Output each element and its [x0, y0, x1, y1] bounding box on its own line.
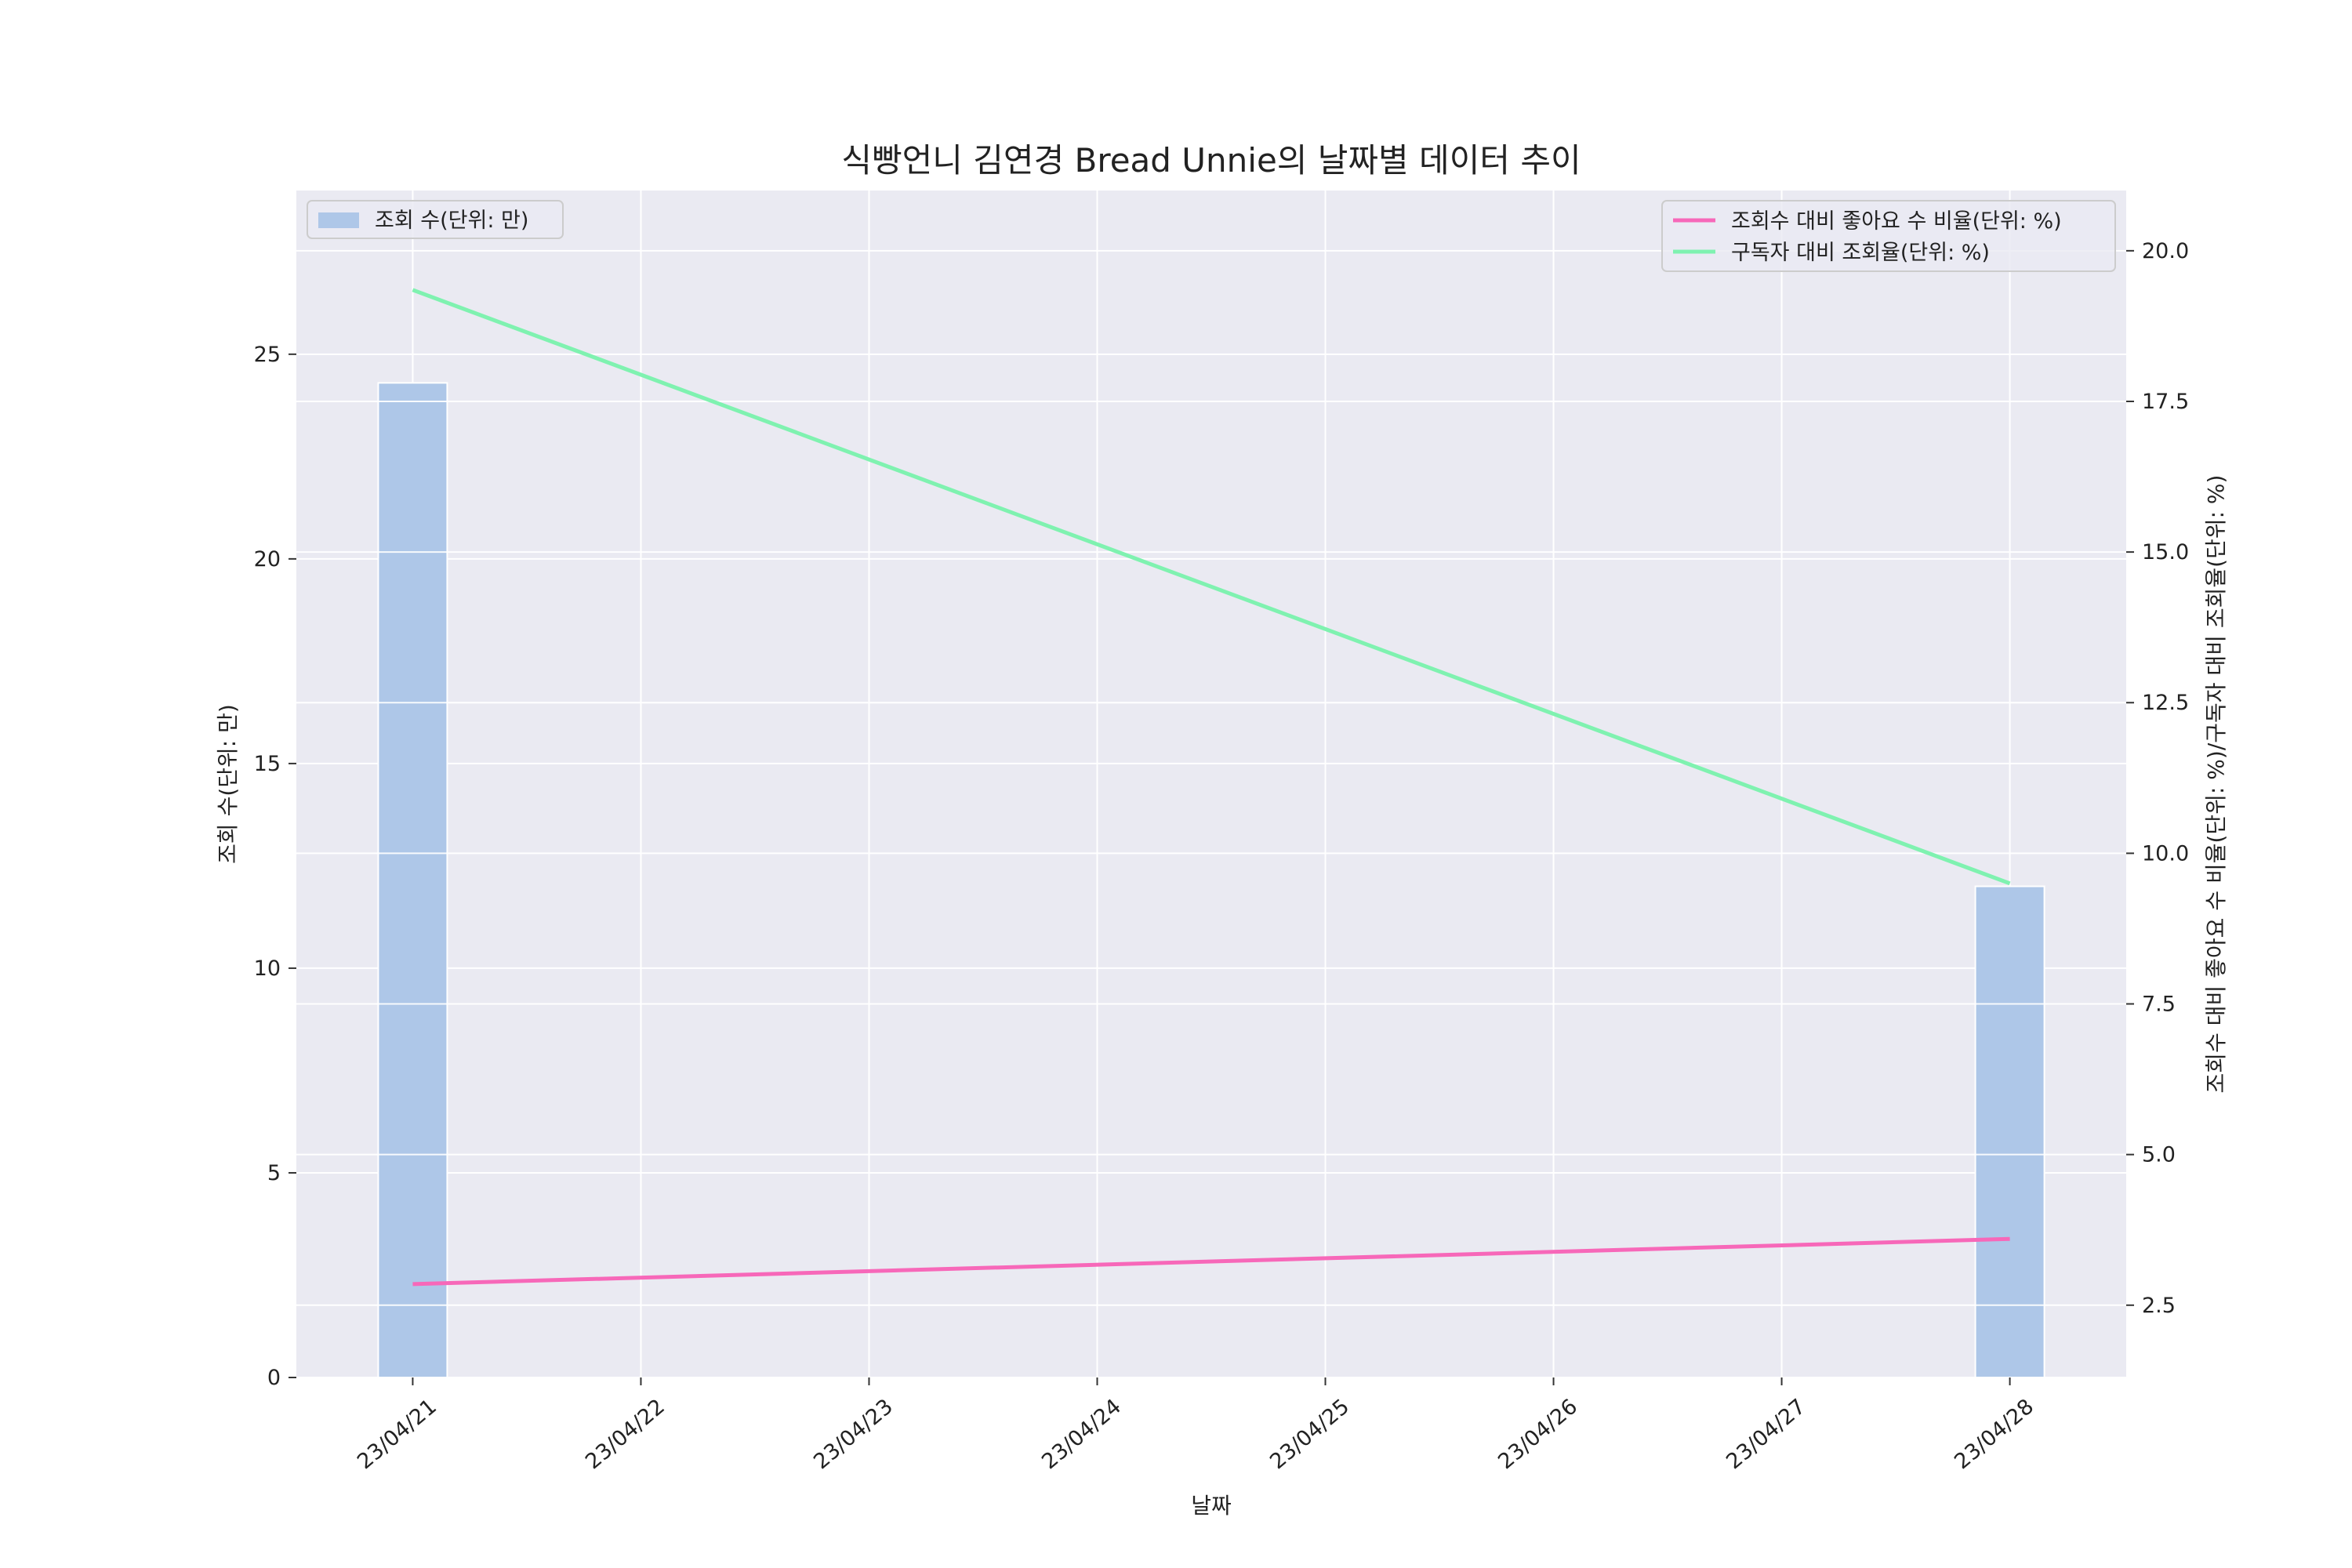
bar-series — [377, 382, 2045, 1378]
x-axis-label: 날짜 — [1191, 1493, 1232, 1519]
line-view-rate — [412, 288, 2011, 886]
bar-views — [1974, 885, 2045, 1378]
line-like-ratio — [412, 1236, 2010, 1287]
y-axis-left-label: 조회 수(단위: 만) — [215, 704, 241, 864]
y-right-tick-label: 15.0 — [2142, 540, 2189, 564]
grid — [296, 191, 2126, 1378]
bar-views — [377, 382, 448, 1378]
y-right-tick-label: 12.5 — [2142, 691, 2189, 715]
y-right-tick-label: 17.5 — [2142, 390, 2189, 414]
legend-label-views: 조회 수(단위: 만) — [375, 209, 528, 233]
legend-lines: 조회수 대비 좋아요 수 비율(단위: %) 구독자 대비 조회율(단위: %) — [1661, 200, 2116, 272]
y-right-tick-label: 7.5 — [2142, 993, 2176, 1017]
y-left-tick-label: 20 — [254, 547, 281, 572]
legend-label-like-ratio: 조회수 대비 좋아요 수 비율(단위: %) — [1731, 209, 2062, 234]
y-right-tick-label: 20.0 — [2142, 239, 2189, 263]
line-series — [412, 288, 2011, 1287]
y-left-tick-label: 15 — [254, 752, 281, 776]
y-left-tick-label: 10 — [254, 956, 281, 981]
legend-box — [307, 200, 564, 239]
legend-swatch-views — [318, 212, 359, 228]
legend-box — [1661, 200, 2116, 272]
y-right-tick-label: 10.0 — [2142, 841, 2189, 866]
y-right-tick-label: 5.0 — [2142, 1143, 2176, 1167]
plot-area — [296, 191, 2126, 1377]
y-left-tick-label: 0 — [267, 1366, 281, 1390]
y-left-tick-label: 25 — [254, 343, 281, 367]
chart-title: 식빵언니 김연경 Bread Unnie의 날짜별 데이터 추이 — [841, 141, 1581, 180]
y-right-tick-label: 2.5 — [2142, 1294, 2176, 1318]
y-left-tick-label: 5 — [267, 1161, 281, 1185]
legend-bars: 조회 수(단위: 만) — [307, 200, 564, 239]
legend-label-view-rate: 구독자 대비 조회율(단위: %) — [1731, 241, 1990, 265]
y-axis-right-label: 조회수 대비 좋아요 수 비율(단위: %)/구독자 대비 조회율(단위: %) — [2203, 475, 2229, 1094]
